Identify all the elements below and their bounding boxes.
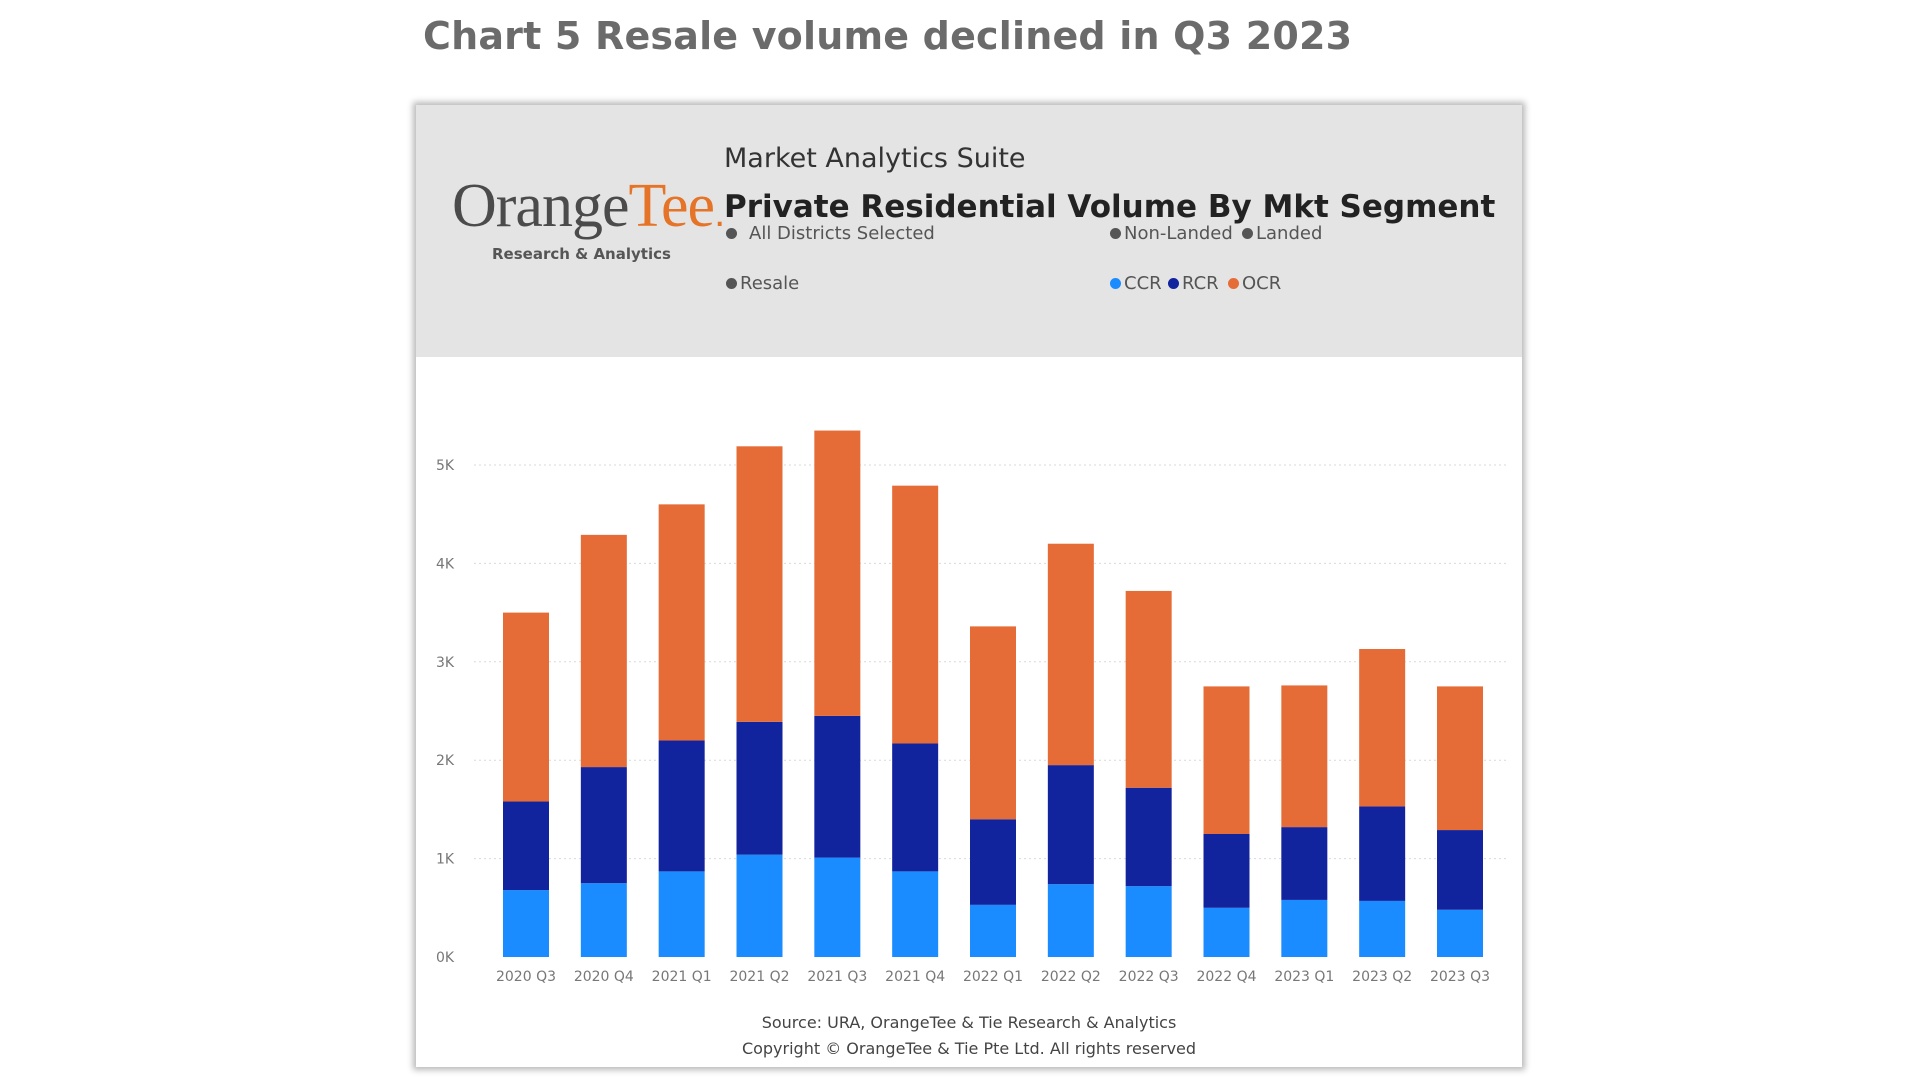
y-tick-label: 1K <box>436 852 455 868</box>
bar-segment-ocr <box>736 446 783 722</box>
bar-segment-rcr <box>503 801 549 891</box>
logo-tagline: Research & Analytics <box>492 245 671 263</box>
y-tick-label: 4K <box>436 556 455 572</box>
x-tick-label: 2022 Q2 <box>1041 969 1101 985</box>
bar-segment-ocr <box>1437 686 1483 831</box>
x-tick-label: 2021 Q4 <box>885 969 945 985</box>
y-tick-label: 3K <box>436 655 455 671</box>
bar-segment-ocr <box>970 626 1016 820</box>
filter-dot-icon <box>1242 228 1253 239</box>
y-tick-label: 5K <box>436 458 455 474</box>
stacked-bar-chart: 0K 1K 2K 3K 4K 5K 2020 Q3 2020 Q4 2021 Q1 2021 Q2… <box>436 430 1506 985</box>
bar-segment-ccr <box>970 904 1016 957</box>
filter-dot-icon <box>726 278 737 289</box>
filter-districts-label: All Districts Selected <box>749 223 935 244</box>
bar-segment-ocr <box>892 485 939 744</box>
bar-segment-ccr <box>1047 884 1094 957</box>
logo-dot: . <box>714 191 726 235</box>
bar-segment-rcr <box>736 721 783 855</box>
filter-landed[interactable]: Landed <box>1242 223 1322 244</box>
bar-segment-ccr <box>1125 886 1172 957</box>
bar-segment-ccr <box>1281 899 1328 957</box>
bar-segment-rcr <box>1437 830 1483 910</box>
bar-segment-ocr <box>1203 686 1250 834</box>
x-tick-label: 2021 Q2 <box>729 969 789 985</box>
bar-segment-ocr <box>1047 543 1094 766</box>
legend-ccr-label: CCR <box>1124 273 1162 294</box>
bar-segment-ocr <box>1125 590 1172 788</box>
bar-segment-rcr <box>892 743 939 872</box>
legend-ocr-label: OCR <box>1242 273 1282 294</box>
legend-rcr[interactable]: RCR <box>1168 273 1219 294</box>
filter-dot-icon <box>726 228 737 239</box>
filter-landed-label: Landed <box>1256 223 1323 244</box>
bar-segment-ccr <box>503 890 549 957</box>
bar-segment-rcr <box>970 819 1016 905</box>
bar-segment-ocr <box>814 430 861 716</box>
legend-rcr-swatch <box>1168 278 1179 289</box>
bar-segment-rcr <box>1125 787 1172 887</box>
y-tick-label: 0K <box>436 950 455 966</box>
bar-segment-ccr <box>1203 907 1250 957</box>
bar-segment-ocr <box>1359 649 1406 807</box>
bar-segment-rcr <box>814 715 861 858</box>
x-tick-label: 2023 Q2 <box>1352 969 1412 985</box>
bar-segment-rcr <box>1047 765 1094 885</box>
bar-segment-ocr <box>503 612 549 802</box>
filter-dot-icon <box>1110 228 1121 239</box>
x-tick-label: 2022 Q1 <box>963 969 1023 985</box>
chart-area: 0K 1K 2K 3K 4K 5K 2020 Q3 2020 Q4 2021 Q1 2021 Q2… <box>416 357 1522 1067</box>
bar-segment-ocr <box>1281 685 1328 828</box>
x-tick-label: 2021 Q1 <box>652 969 712 985</box>
bar-segment-ccr <box>814 857 861 957</box>
source-note: Source: URA, OrangeTee & Tie Research & … <box>761 1013 1177 1032</box>
report-title: Private Residential Volume By Mkt Segmen… <box>724 189 1496 225</box>
logo-brand-a: Orange <box>452 172 629 240</box>
orangetee-logo: OrangeTee. Research & Analytics <box>452 172 726 263</box>
copyright-note: Copyright © OrangeTee & Tie Pte Ltd. All… <box>741 1039 1197 1058</box>
bar-segment-rcr <box>658 740 705 872</box>
bar-segment-ccr <box>580 883 627 957</box>
filter-districts[interactable]: All Districts Selected <box>726 223 935 244</box>
filter-non-landed[interactable]: Non-Landed <box>1110 223 1233 244</box>
bar-segment-ccr <box>1359 900 1406 957</box>
bar-segment-rcr <box>580 767 627 884</box>
x-tick-label: 2020 Q3 <box>496 969 556 985</box>
logo-brand-b: Tee <box>628 172 715 240</box>
bar-segment-rcr <box>1359 806 1406 901</box>
x-tick-label: 2023 Q1 <box>1274 969 1334 985</box>
bar-segment-ocr <box>580 534 627 768</box>
legend-ocr[interactable]: OCR <box>1228 273 1281 294</box>
bar-segment-ccr <box>892 871 939 957</box>
bar-segment-ccr <box>1437 909 1483 957</box>
legend-ccr-swatch <box>1110 278 1121 289</box>
x-tick-label: 2021 Q3 <box>807 969 867 985</box>
bar-segment-rcr <box>1203 834 1250 908</box>
y-tick-label: 2K <box>436 753 455 769</box>
filter-resale[interactable]: Resale <box>726 273 799 294</box>
x-tick-label: 2020 Q4 <box>574 969 634 985</box>
bar-segment-rcr <box>1281 827 1328 900</box>
legend-ocr-swatch <box>1228 278 1239 289</box>
x-tick-label: 2022 Q4 <box>1196 969 1256 985</box>
report-card: OrangeTee. Research & Analytics Market A… <box>416 105 1522 1067</box>
bar-segment-ccr <box>736 854 783 957</box>
legend-ccr[interactable]: CCR <box>1110 273 1162 294</box>
bar-segment-ccr <box>658 871 705 957</box>
bar-segment-ocr <box>658 504 705 741</box>
filter-resale-label: Resale <box>740 273 800 294</box>
filter-non-landed-label: Non-Landed <box>1124 223 1233 244</box>
legend-rcr-label: RCR <box>1182 273 1219 294</box>
x-tick-label: 2022 Q3 <box>1119 969 1179 985</box>
report-header: OrangeTee. Research & Analytics Market A… <box>416 105 1522 357</box>
page-heading: Chart 5 Resale volume declined in Q3 202… <box>423 14 1353 58</box>
suite-title: Market Analytics Suite <box>724 143 1026 174</box>
x-tick-label: 2023 Q3 <box>1430 969 1490 985</box>
